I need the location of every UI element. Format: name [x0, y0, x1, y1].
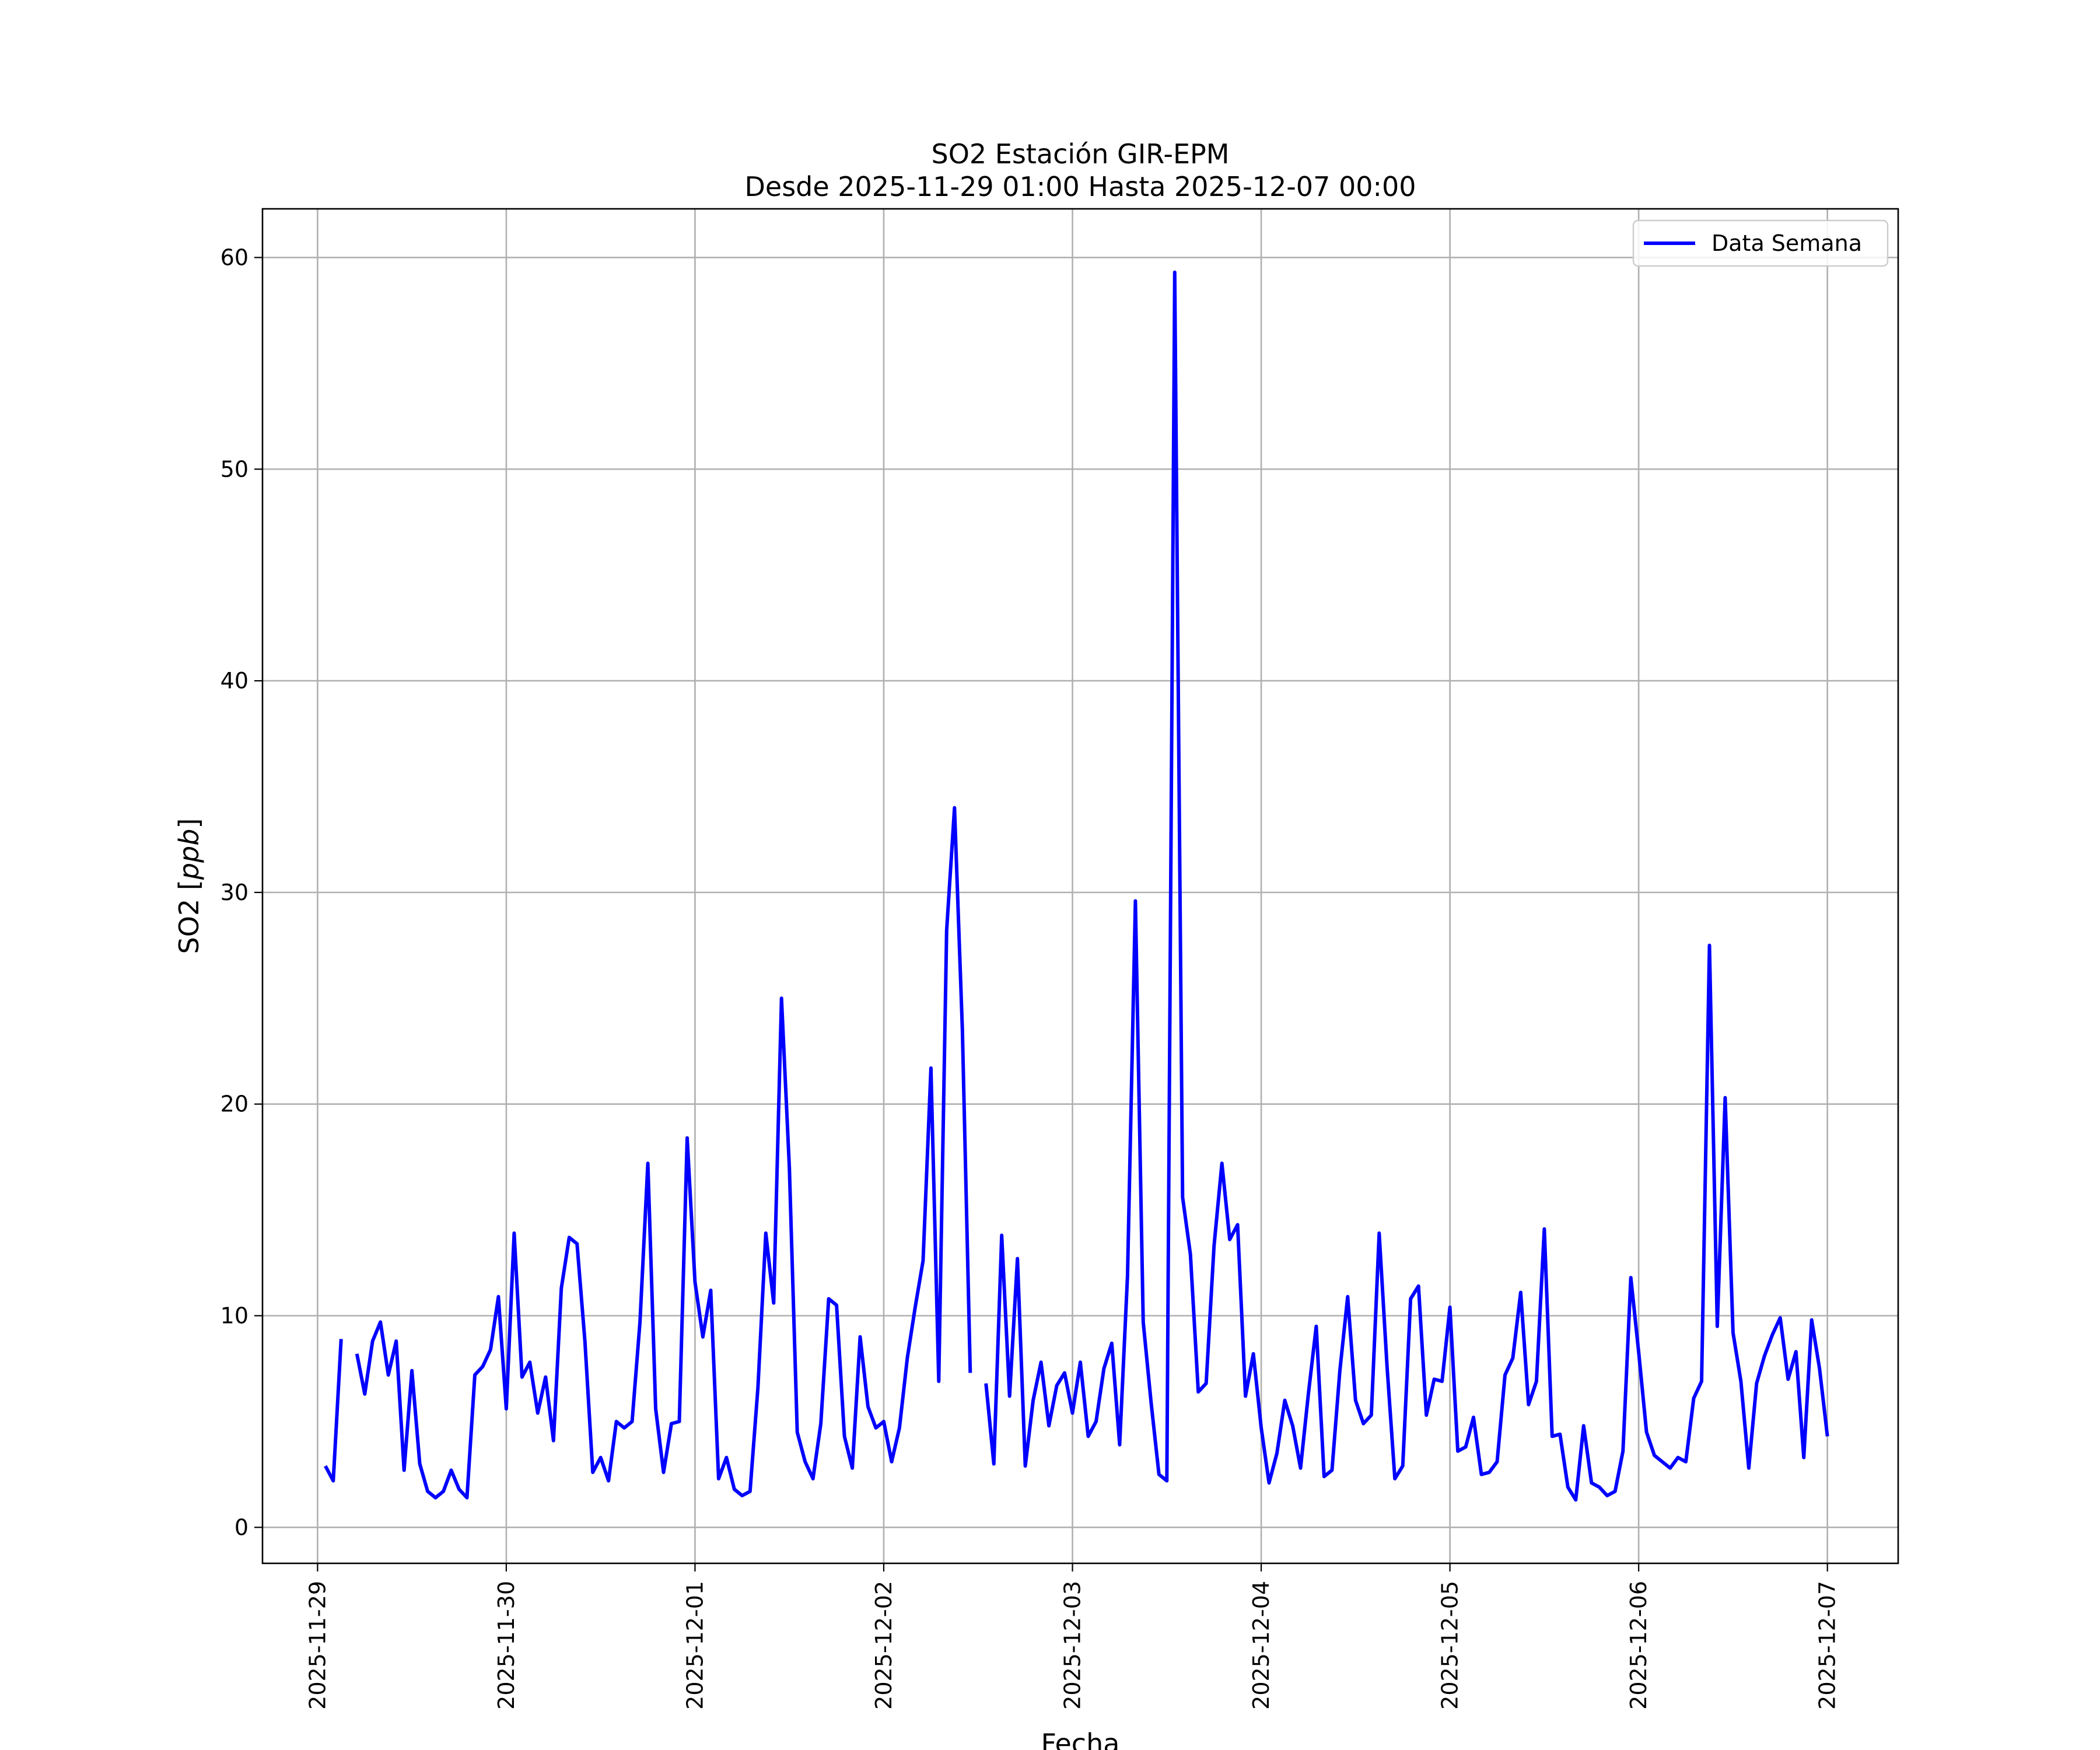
plot-data-layer — [324, 270, 1829, 1502]
y-axis-label-prefix: SO2 [ — [173, 880, 205, 954]
y-tick-label: 0 — [235, 1514, 249, 1540]
y-axis-label-suffix: ] — [173, 818, 205, 829]
x-axis-label: Fecha — [1041, 1728, 1120, 1750]
plot-frame — [261, 208, 1899, 1564]
series-line-segment — [355, 806, 972, 1500]
series-layer — [324, 270, 1829, 1502]
y-tick-label: 20 — [220, 1091, 249, 1117]
y-tick-label: 10 — [220, 1303, 249, 1329]
y-tick-label: 60 — [220, 244, 249, 270]
chart-subtitle: Desde 2025-11-29 01:00 Hasta 2025-12-07 … — [744, 171, 1416, 202]
y-axis-ticks: 0 10 20 30 40 50 60 — [220, 244, 262, 1540]
series-line-segment — [324, 1339, 343, 1483]
x-tick-label: 2025-12-06 — [1626, 1581, 1651, 1710]
y-tick-label: 30 — [220, 880, 249, 905]
chart-title: SO2 Estación GIR-EPM — [932, 138, 1230, 170]
x-tick-label: 2025-12-05 — [1437, 1581, 1463, 1710]
x-tick-label: 2025-12-01 — [682, 1581, 708, 1710]
x-tick-label: 2025-12-03 — [1060, 1581, 1086, 1710]
legend-label: Data Semana — [1712, 230, 1862, 256]
legend-box — [1632, 219, 1889, 267]
y-axis-label-unit: ppb — [173, 829, 205, 881]
x-tick-label: 2025-11-30 — [494, 1581, 519, 1710]
series-line-segment — [984, 270, 1829, 1502]
y-axis-label: SO2 [ppb] — [173, 818, 205, 954]
legend: Data Semana — [1632, 219, 1889, 267]
y-tick-label: 40 — [220, 668, 249, 694]
x-tick-label: 2025-12-07 — [1815, 1581, 1840, 1710]
x-tick-label: 2025-12-02 — [871, 1581, 897, 1710]
grid-lines — [262, 209, 1898, 1563]
x-axis-ticks: 2025-11-29 2025-11-30 2025-12-01 2025-12-02… — [304, 1563, 1840, 1710]
x-tick-label: 2025-11-29 — [304, 1581, 330, 1710]
x-tick-label: 2025-12-04 — [1248, 1581, 1274, 1710]
y-tick-label: 50 — [220, 456, 249, 482]
